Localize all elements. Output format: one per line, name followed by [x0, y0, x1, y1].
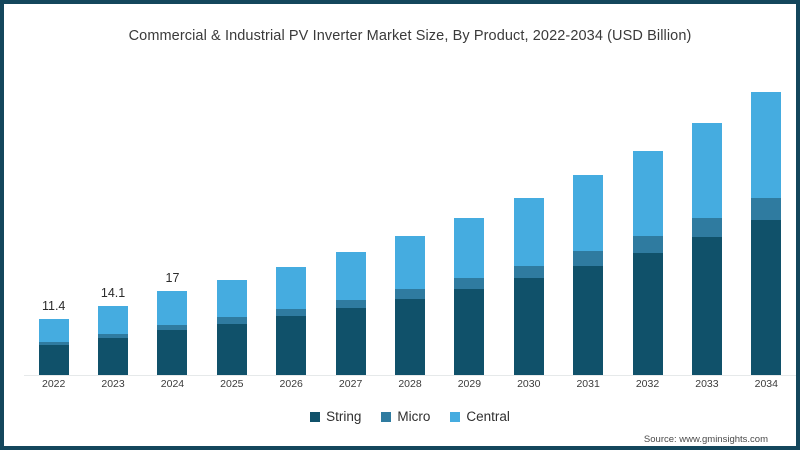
bar-segment-central[interactable] [632, 151, 663, 236]
bar-segment-micro[interactable] [395, 289, 425, 300]
x-axis-tick-2029: 2029 [457, 378, 482, 390]
bar-segment-central[interactable] [751, 92, 782, 198]
bar-segment-micro[interactable] [513, 265, 544, 279]
legend-item-string[interactable]: String [310, 409, 361, 424]
bar-segment-central[interactable] [38, 319, 69, 342]
x-axis-tick-2025: 2025 [220, 378, 244, 390]
bar-group[interactable] [513, 197, 544, 376]
bar-segment-string[interactable] [573, 266, 604, 376]
bar-segment-string[interactable] [691, 237, 722, 376]
bar-segment-string[interactable] [513, 278, 544, 376]
bar-segment-central[interactable] [691, 123, 722, 218]
bar-group[interactable] [276, 266, 307, 376]
x-axis-tick-2030: 2030 [517, 378, 541, 390]
legend-item-central[interactable]: Central [450, 409, 510, 424]
x-axis-tick-2028: 2028 [398, 378, 422, 390]
bar-segment-central[interactable] [157, 291, 188, 325]
legend-item-micro[interactable]: Micro [381, 409, 430, 424]
bar-segment-central[interactable] [573, 175, 604, 252]
bar-segment-string[interactable] [276, 316, 307, 376]
bar-group[interactable] [454, 217, 485, 376]
bar-segment-central[interactable] [335, 252, 366, 300]
bar-value-label: 14.1 [100, 285, 126, 300]
bar-segment-micro[interactable] [38, 341, 69, 346]
bar-segment-micro[interactable] [276, 308, 307, 317]
bar-group[interactable]: 11.4 [38, 299, 69, 376]
x-axis-labels: 2022 2023 2024 2025 2026 2027 2028 2029 2030 2031… [24, 378, 796, 398]
bar-segment-micro[interactable] [335, 299, 366, 309]
x-axis-tick-2026: 2026 [279, 378, 303, 390]
bar-segment-string[interactable] [216, 323, 247, 376]
x-axis-line [24, 375, 796, 376]
bar-segment-central[interactable] [276, 266, 307, 309]
bar-segment-central[interactable] [98, 305, 129, 334]
bar-group[interactable] [395, 235, 425, 376]
bar-segment-micro[interactable] [632, 235, 663, 253]
bar-group[interactable] [573, 175, 604, 376]
x-axis-tick-2033: 2033 [695, 378, 719, 390]
bar-segment-central[interactable] [454, 217, 485, 278]
bar-segment-string[interactable] [751, 220, 782, 376]
legend-swatch-icon [381, 411, 392, 422]
bar-segment-string[interactable] [157, 330, 188, 376]
bar-segment-string[interactable] [38, 345, 69, 376]
x-axis-tick-2023: 2023 [101, 378, 125, 390]
plot-area: 11.4 14.1 17 [24, 60, 796, 376]
x-axis-tick-2032: 2032 [635, 378, 660, 390]
bar-group[interactable] [632, 151, 663, 376]
bar-segment-micro[interactable] [573, 251, 604, 267]
bar-segment-string[interactable] [454, 289, 485, 376]
legend-label: Central [466, 409, 510, 424]
bar-segment-micro[interactable] [216, 317, 247, 324]
bar-group[interactable] [216, 279, 247, 376]
bar-segment-central[interactable] [395, 235, 425, 290]
chart-inner-panel: Commercial & Industrial PV Inverter Mark… [8, 8, 796, 445]
bar-segment-central[interactable] [216, 279, 247, 318]
bar-group[interactable] [751, 92, 782, 376]
bar-value-label: 11.4 [41, 299, 66, 314]
x-axis-tick-2027: 2027 [338, 378, 363, 390]
bar-segment-string[interactable] [395, 299, 425, 376]
legend-swatch-icon [310, 411, 321, 422]
bar-group[interactable] [691, 123, 722, 376]
x-axis-tick-2031: 2031 [576, 378, 600, 390]
x-axis-tick-2024: 2024 [160, 378, 185, 390]
x-axis-tick-2022: 2022 [42, 378, 66, 390]
source-attribution: Source: www.gminsights.com [643, 434, 768, 445]
bar-segment-micro[interactable] [98, 333, 129, 339]
bar-value-label: 17 [165, 271, 180, 286]
bar-segment-central[interactable] [513, 197, 544, 266]
bar-group[interactable]: 17 [157, 271, 188, 376]
chart-legend: String Micro Central [10, 409, 800, 424]
legend-swatch-icon [450, 411, 461, 422]
bar-segment-string[interactable] [98, 338, 129, 376]
page-title: Commercial & Industrial PV Inverter Mark… [128, 28, 692, 44]
bar-segment-micro[interactable] [157, 324, 188, 331]
legend-label: Micro [397, 409, 431, 424]
bar-segment-string[interactable] [335, 308, 366, 376]
bar-segment-micro[interactable] [454, 277, 485, 290]
bar-segment-micro[interactable] [751, 197, 782, 221]
legend-label: String [326, 409, 362, 424]
bar-series-container: 11.4 14.1 17 [24, 60, 796, 376]
bar-group[interactable]: 14.1 [98, 286, 129, 376]
x-axis-tick-2034: 2034 [754, 378, 778, 390]
bar-segment-string[interactable] [632, 252, 663, 376]
bar-group[interactable] [335, 252, 366, 376]
bar-segment-micro[interactable] [691, 217, 722, 238]
